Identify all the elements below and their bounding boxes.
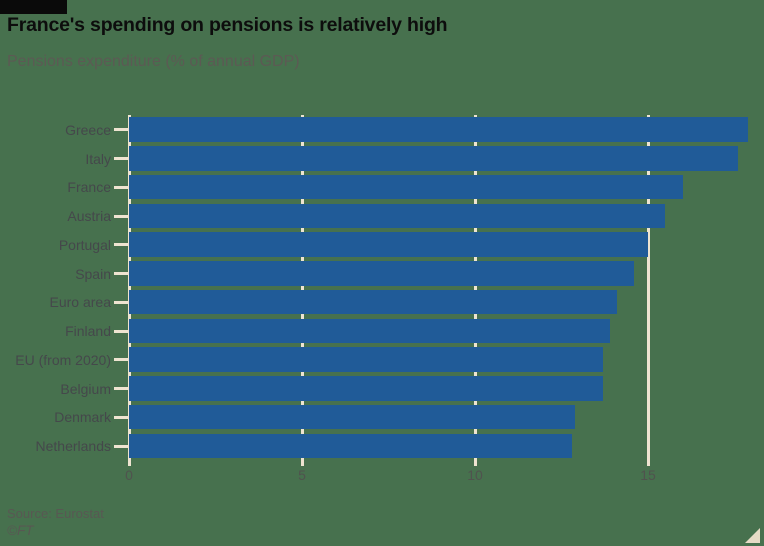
y-axis-tick: [114, 157, 129, 161]
bar-denmark: [129, 404, 576, 430]
bar-italy: [129, 146, 738, 171]
bar-netherlands: [129, 433, 572, 459]
bar-row-austria: Austria: [0, 202, 764, 231]
bar-row-finland: Finland: [0, 317, 764, 346]
bar-row-eu-from-2020: EU (from 2020): [0, 345, 764, 374]
gridline-0: [127, 115, 131, 460]
category-label-finland: Finland: [65, 323, 111, 340]
bar-belgium: [129, 376, 603, 401]
bar-eu-from-2020: [129, 347, 603, 372]
chart-title: France's spending on pensions is relativ…: [7, 14, 448, 36]
x-axis-tick-10: [473, 459, 477, 466]
category-label-euro-area: Euro area: [49, 294, 111, 311]
bar-row-portugal: Portugal: [0, 230, 764, 259]
bar-spain: [129, 261, 635, 286]
y-axis-tick: [114, 387, 129, 391]
bar-greece: [129, 117, 749, 142]
x-axis-label-0: 0: [125, 467, 133, 483]
category-label-belgium: Belgium: [60, 380, 111, 397]
y-axis-tick: [114, 272, 129, 276]
x-axis-tick-5: [300, 459, 304, 466]
expand-triangle-icon[interactable]: [745, 528, 760, 543]
x-axis-tick-0: [127, 459, 131, 466]
gridline-10: [473, 115, 477, 460]
source-text: Source: Eurostat: [7, 506, 104, 521]
x-axis-label-5: 5: [298, 467, 306, 483]
bar-portugal: [129, 232, 648, 257]
bar-euro-area: [129, 289, 617, 315]
bar-row-denmark: Denmark: [0, 403, 764, 432]
category-label-portugal: Portugal: [58, 236, 111, 253]
gridline-5: [300, 115, 304, 460]
brand-tag: [0, 0, 67, 14]
category-label-eu-from-2020: EU (from 2020): [15, 351, 111, 368]
y-axis-tick: [114, 185, 129, 189]
bar-row-belgium: Belgium: [0, 374, 764, 403]
category-label-spain: Spain: [75, 265, 111, 282]
bar-austria: [129, 203, 666, 229]
y-axis-tick: [114, 243, 129, 247]
y-axis-tick: [114, 329, 129, 333]
bar-chart-plot: Greece Italy France Austria Portugal Spa…: [0, 115, 764, 461]
credit-text: ©FT: [7, 523, 34, 538]
category-label-denmark: Denmark: [54, 409, 111, 426]
category-label-greece: Greece: [65, 121, 111, 138]
bar-row-euro-area: Euro area: [0, 288, 764, 317]
category-label-netherlands: Netherlands: [35, 438, 112, 455]
bar-row-france: France: [0, 173, 764, 202]
bar-row-netherlands: Netherlands: [0, 432, 764, 461]
y-axis-tick: [114, 128, 129, 132]
x-axis-label-15: 15: [640, 467, 656, 483]
category-label-italy: Italy: [85, 150, 111, 167]
x-axis-label-10: 10: [467, 467, 483, 483]
y-axis-tick: [114, 444, 129, 448]
chart-subtitle: Pensions expenditure (% of annual GDP): [7, 53, 300, 70]
category-label-france: France: [67, 179, 111, 196]
y-axis-tick: [114, 415, 129, 419]
bar-france: [129, 174, 683, 200]
y-axis-tick: [114, 358, 129, 362]
x-axis-tick-15: [646, 459, 650, 466]
gridline-15: [646, 115, 650, 460]
bar-row-italy: Italy: [0, 144, 764, 173]
bar-row-spain: Spain: [0, 259, 764, 288]
bar-row-greece: Greece: [0, 115, 764, 144]
bar-finland: [129, 318, 610, 344]
category-label-austria: Austria: [67, 208, 111, 225]
y-axis-tick: [114, 214, 129, 218]
y-axis-tick: [114, 300, 129, 304]
